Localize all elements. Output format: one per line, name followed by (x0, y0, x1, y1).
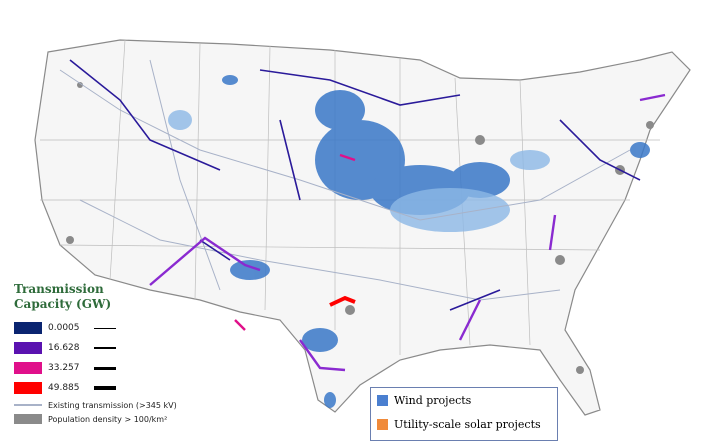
inset-swatch (377, 418, 388, 430)
population-areas (66, 82, 654, 374)
population-row: Population density > 100/km² (14, 412, 214, 426)
capacity-rows: 0.0005 16.628 33.257 49.885 (14, 318, 214, 398)
new-lines (69, 59, 641, 311)
capacity-value: 0.0005 (48, 323, 80, 333)
inset-label: Wind projects (394, 393, 472, 407)
capacity-line (94, 366, 116, 370)
capacity-swatch (14, 362, 42, 374)
inset-row: Wind projects (371, 388, 557, 412)
capacity-line (94, 347, 116, 349)
capacity-row: 49.885 (14, 378, 214, 398)
legend: Transmission Capacity (GW) 0.0005 16.628 3… (14, 282, 214, 426)
inset-swatch (377, 394, 388, 406)
capacity-row: 16.628 (14, 338, 214, 358)
capacity-row: 0.0005 (14, 318, 214, 338)
capacity-line (94, 386, 116, 390)
capacity-swatch (14, 342, 42, 354)
existing-row: Existing transmission (>345 kV) (14, 398, 214, 412)
inset-legend: Wind projects Utility-scale solar project… (370, 387, 558, 441)
capacity-swatch (14, 322, 42, 334)
existing-label: Existing transmission (>345 kV) (48, 400, 177, 410)
legend-title: Transmission Capacity (GW) (14, 282, 112, 311)
capacity-line (94, 327, 116, 329)
existing-lines (59, 59, 631, 301)
inset-row: Utility-scale solar projects (371, 412, 557, 436)
capacity-value: 49.885 (48, 383, 80, 393)
high-capacity-lines (149, 93, 666, 372)
capacity-value: 33.257 (48, 363, 80, 373)
capacity-value: 16.628 (48, 343, 80, 353)
us-outline (34, 39, 691, 416)
population-label: Population density > 100/km² (48, 414, 168, 424)
capacity-swatch (14, 382, 42, 394)
wind-areas-light (168, 110, 550, 232)
capacity-row: 33.257 (14, 358, 214, 378)
inset-label: Utility-scale solar projects (394, 417, 541, 431)
